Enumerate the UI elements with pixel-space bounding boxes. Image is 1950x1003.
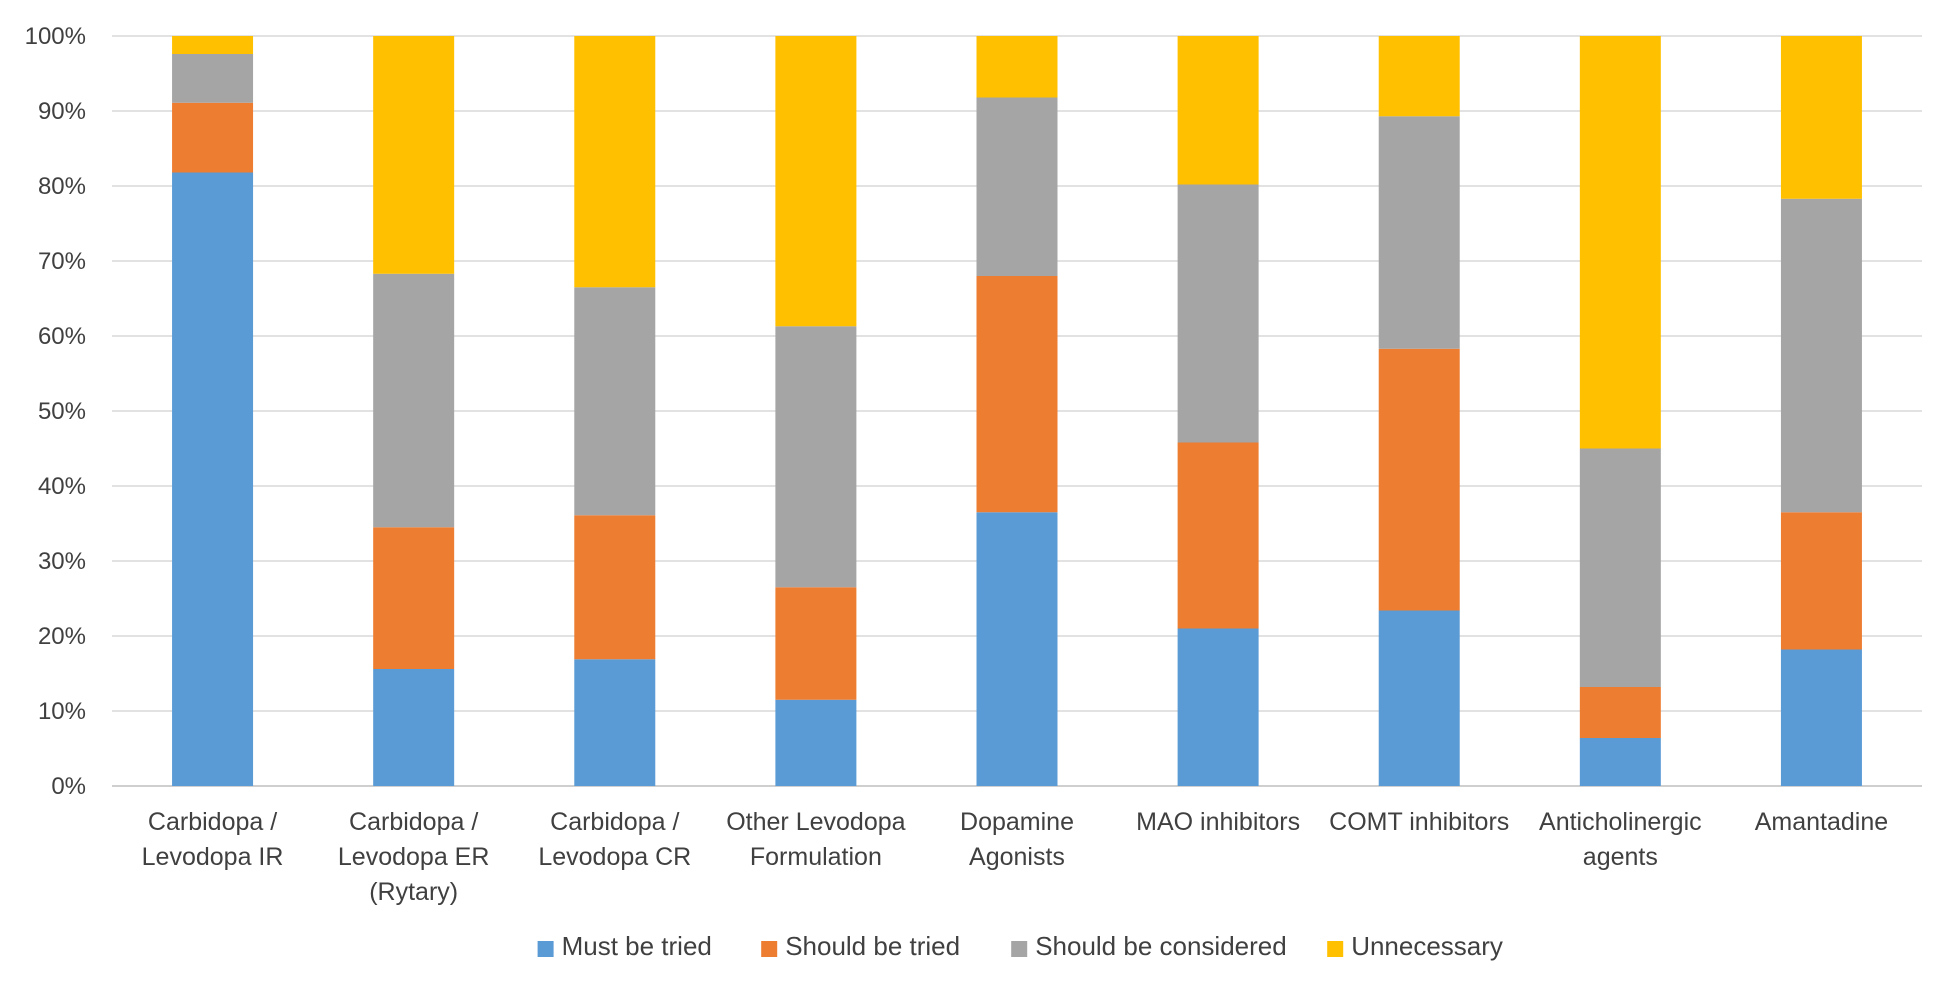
legend-label: Should be considered (1035, 931, 1287, 961)
legend-item: Should be tried (761, 931, 960, 961)
bar-segment-should-be-tried (373, 527, 455, 669)
y-tick-label: 50% (38, 398, 86, 425)
bar-segment-unnecessary (1780, 36, 1862, 199)
legend-item: Must be tried (537, 931, 712, 961)
y-tick-label: 40% (38, 473, 86, 500)
legend-item: Should be considered (1011, 931, 1287, 961)
y-tick-label: 60% (38, 323, 86, 350)
bar-segment-should-be-tried (172, 102, 254, 173)
bar-segment-must-be-tried (1579, 738, 1661, 786)
bar-segment-should-be-considered (574, 287, 656, 516)
x-category-label: Other Levodopa Formulation (726, 808, 905, 871)
bar-segment-must-be-tried (976, 512, 1058, 786)
bar-segment-should-be-considered (1780, 198, 1862, 513)
bar-segments (172, 36, 1862, 786)
bar-segment-should-be-tried (1378, 348, 1460, 611)
x-category-label: Carbidopa / Levodopa CR (538, 808, 691, 871)
bar-segment-should-be-tried (1780, 512, 1862, 650)
legend-item: Unnecessary (1327, 931, 1503, 961)
bar-segment-must-be-tried (775, 699, 857, 786)
x-category-label: Anticholinergic agents (1539, 808, 1702, 871)
bar-segment-should-be-tried (775, 587, 857, 700)
x-category-label: Dopamine Agonists (960, 808, 1074, 871)
bar-segment-should-be-tried (1177, 442, 1259, 629)
y-tick-label: 0% (51, 773, 86, 800)
bar-segment-unnecessary (1177, 36, 1259, 185)
x-category-label: Carbidopa / Levodopa IR (142, 808, 284, 871)
legend: Must be tried Should be tried Should be co… (537, 931, 1503, 961)
y-tick-label: 30% (38, 548, 86, 575)
y-tick-label: 70% (38, 248, 86, 275)
bar-segment-unnecessary (574, 36, 656, 288)
bar-segment-should-be-considered (775, 326, 857, 588)
y-tick-label: 10% (38, 698, 86, 725)
legend-swatch (1011, 941, 1028, 957)
bar-segment-unnecessary (976, 36, 1058, 98)
bar-segment-unnecessary (172, 36, 254, 54)
bar-segment-should-be-tried (1579, 687, 1661, 738)
legend-label: Unnecessary (1351, 931, 1503, 961)
y-tick-label: 90% (38, 98, 86, 125)
bar-segment-must-be-tried (1177, 628, 1259, 786)
bar-segment-unnecessary (373, 36, 455, 274)
bar-segment-unnecessary (775, 36, 857, 327)
bar-segment-must-be-tried (1378, 610, 1460, 786)
bar-segment-must-be-tried (373, 669, 455, 786)
y-tick-label: 100% (25, 23, 86, 50)
x-category-label: Amantadine (1755, 808, 1888, 836)
bar-segment-should-be-considered (373, 273, 455, 528)
x-category-label: COMT inhibitors (1329, 808, 1509, 836)
x-category-label: Carbidopa / Levodopa ER (Rytary) (338, 808, 490, 906)
y-tick-label: 20% (38, 623, 86, 650)
bar-segment-should-be-tried (574, 515, 656, 660)
bar-segment-should-be-considered (1177, 184, 1259, 443)
bar-segment-must-be-tried (574, 659, 656, 786)
bar-segment-should-be-considered (976, 97, 1058, 276)
bar-segment-unnecessary (1579, 36, 1661, 449)
y-axis-tick-labels: 0% 10% 20% 30% 40% 50% 60% 70% 80% 90% 100% (25, 23, 86, 800)
bar-segment-should-be-considered (172, 54, 254, 103)
legend-swatch (761, 941, 778, 957)
y-tick-label: 80% (38, 173, 86, 200)
legend-swatch (537, 941, 554, 957)
x-category-label: MAO inhibitors (1136, 808, 1300, 836)
bar-segment-should-be-considered (1378, 116, 1460, 349)
bar-segment-must-be-tried (172, 172, 254, 786)
x-axis-category-labels: Carbidopa / Levodopa IR Carbidopa / Levodop… (142, 808, 1888, 906)
bar-segment-should-be-tried (976, 276, 1058, 513)
bar-segment-should-be-considered (1579, 448, 1661, 687)
legend-label: Should be tried (785, 931, 960, 961)
bar-segment-unnecessary (1378, 36, 1460, 117)
legend-label: Must be tried (562, 931, 712, 961)
legend-swatch (1327, 941, 1344, 957)
bar-segment-must-be-tried (1780, 649, 1862, 786)
